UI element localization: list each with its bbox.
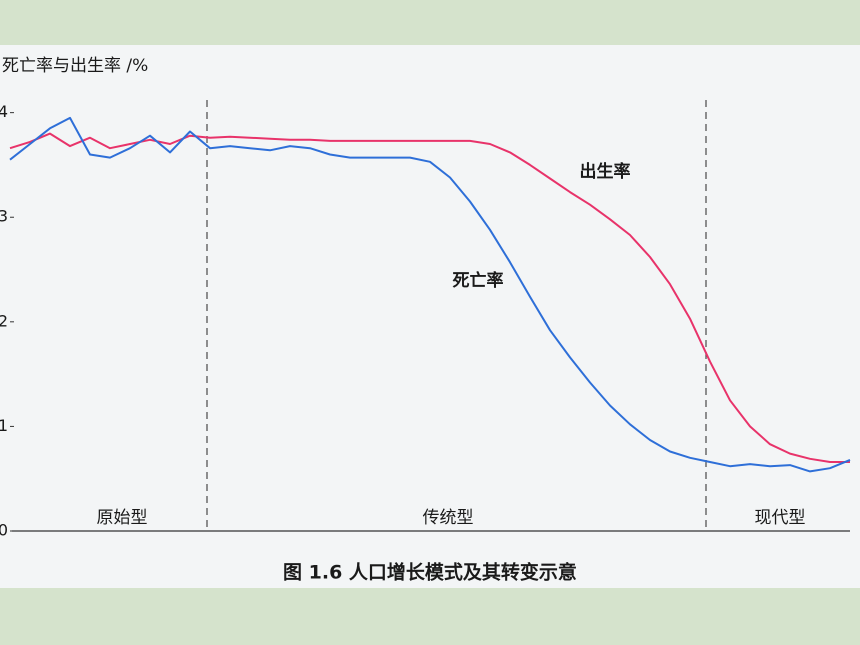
series-line	[9, 116, 851, 473]
stage-label: 现代型	[755, 508, 806, 528]
series-label: 出生率	[580, 161, 631, 182]
y-tick-label: 3	[0, 207, 8, 226]
figure-background	[0, 45, 860, 588]
caption: 图 1.6 人口增长模式及其转变示意	[283, 561, 577, 584]
series-label: 死亡率	[453, 270, 504, 291]
y-axis-label: 死亡率与出生率 /%	[2, 56, 148, 76]
y-tick-label: 2	[0, 311, 8, 330]
y-tick-label: 1	[0, 416, 8, 435]
y-tick-label: 0	[0, 521, 8, 540]
stage-label: 传统型	[423, 508, 474, 528]
series-line	[9, 132, 850, 463]
y-tick-label: 4	[0, 102, 8, 121]
stage-label: 原始型	[97, 508, 148, 528]
